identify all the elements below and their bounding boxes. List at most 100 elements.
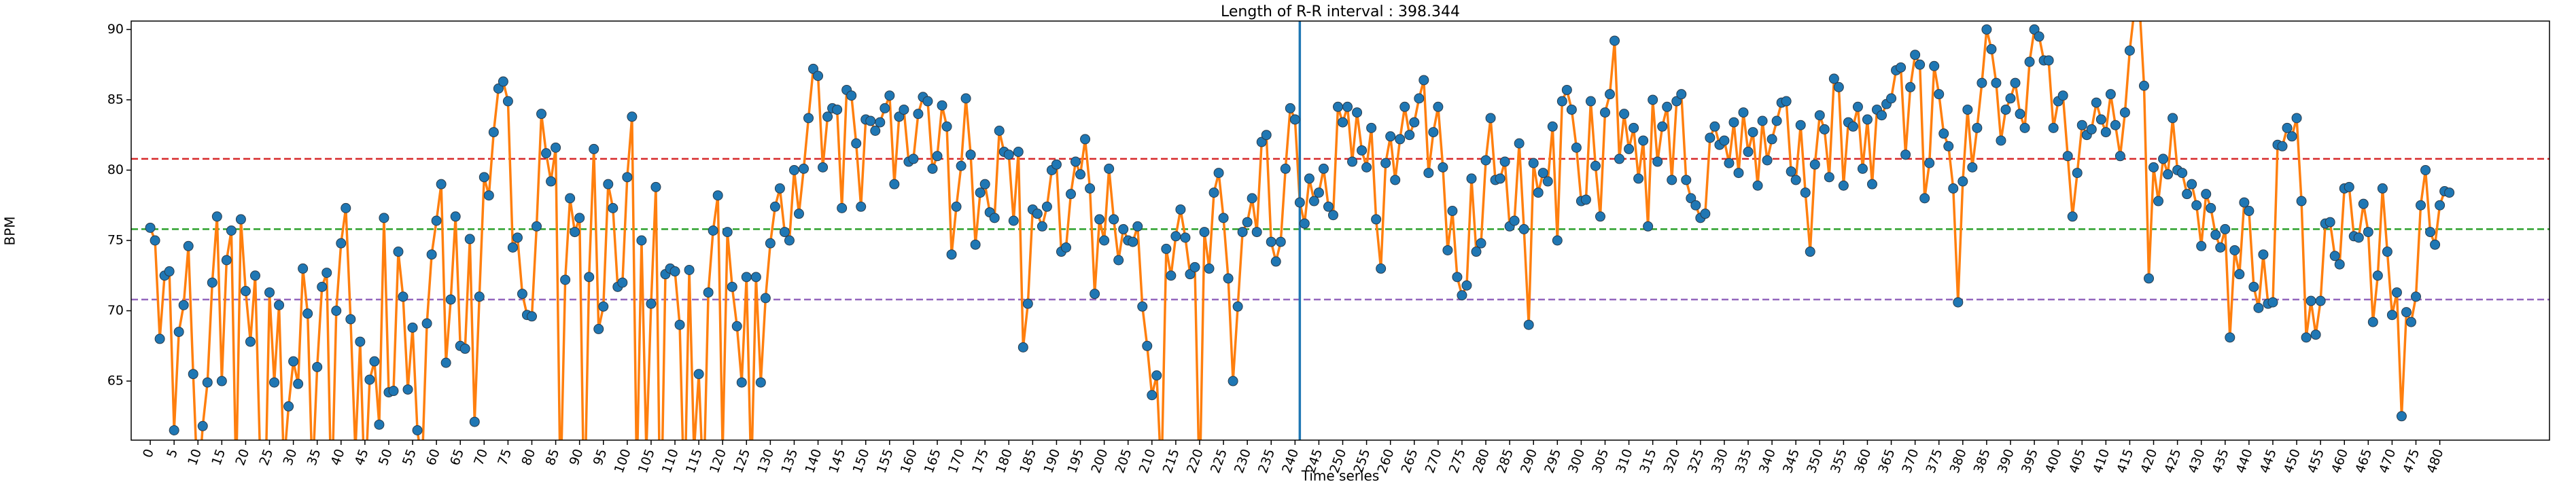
data-point	[2234, 269, 2245, 280]
x-tick-label: 355	[1828, 447, 1850, 475]
data-point	[207, 277, 217, 288]
data-point	[2358, 198, 2369, 209]
x-tick-label: 265	[1399, 447, 1421, 475]
data-point	[622, 172, 633, 183]
data-point	[1828, 73, 1839, 84]
data-point	[1338, 117, 1348, 128]
data-point	[970, 239, 981, 250]
data-point	[551, 142, 561, 153]
x-tick-label: 115	[683, 447, 706, 475]
data-point	[1819, 124, 1830, 134]
data-point	[1118, 223, 1129, 234]
x-axis-label: Time series	[1301, 468, 1380, 484]
data-point	[532, 221, 542, 232]
data-point	[1556, 96, 1567, 107]
data-point	[2177, 168, 2188, 179]
plot-area	[131, 21, 2549, 440]
data-point	[2000, 104, 2011, 115]
data-point	[1571, 142, 1582, 153]
data-point	[2405, 317, 2416, 327]
data-point	[1953, 297, 1964, 308]
x-tick-label: 0	[140, 447, 157, 460]
x-tick-label: 425	[2161, 447, 2184, 475]
data-point	[2114, 151, 2125, 162]
data-point	[1629, 122, 1639, 133]
y-axis-label: BPM	[2, 216, 18, 245]
x-tick-label: 380	[1947, 447, 1970, 475]
data-point	[493, 83, 504, 94]
x-tick-label: 190	[1041, 447, 1063, 475]
data-point	[2291, 113, 2302, 124]
data-point	[150, 235, 160, 246]
data-point	[2196, 240, 2207, 251]
x-tick-label: 480	[2424, 447, 2446, 475]
data-point	[779, 227, 790, 238]
x-tick-label: 390	[1995, 447, 2017, 475]
data-point	[2267, 297, 2278, 308]
y-tick-label: 70	[107, 303, 124, 318]
x-tick-label: 235	[1255, 447, 1278, 475]
data-point	[2034, 31, 2044, 42]
data-point	[1866, 179, 1877, 190]
data-point	[2296, 196, 2307, 206]
data-point	[536, 109, 547, 120]
data-point	[1094, 214, 1105, 225]
data-point	[1232, 301, 1243, 312]
data-point	[1104, 163, 1115, 174]
x-tick-label: 340	[1756, 447, 1779, 475]
data-point	[765, 238, 776, 249]
data-point	[922, 96, 933, 107]
data-point	[593, 323, 604, 334]
data-point	[1652, 156, 1663, 167]
data-point	[1480, 155, 1491, 166]
data-point	[1614, 154, 1625, 164]
data-point	[769, 201, 780, 212]
data-point	[1442, 245, 1453, 255]
data-point	[1242, 217, 1253, 228]
data-point	[1757, 115, 1768, 126]
data-point	[469, 416, 480, 427]
x-tick-label: 95	[591, 447, 610, 467]
x-tick-label: 270	[1423, 447, 1445, 475]
data-point	[1838, 180, 1849, 191]
x-tick-label: 335	[1733, 447, 1755, 475]
x-tick-label: 80	[519, 447, 538, 467]
data-point	[774, 183, 785, 194]
x-tick-label: 170	[945, 447, 968, 475]
data-point	[2229, 245, 2240, 255]
data-point	[846, 90, 857, 101]
data-point	[1781, 96, 1792, 107]
x-tick-label: 445	[2257, 447, 2280, 475]
data-point	[274, 300, 285, 310]
data-point	[2282, 122, 2293, 133]
x-tick-label: 435	[2210, 447, 2232, 475]
x-tick-label: 475	[2400, 447, 2422, 475]
data-point	[1032, 209, 1043, 219]
data-point	[1113, 255, 1124, 266]
data-point	[813, 71, 824, 82]
data-point	[1561, 84, 1572, 95]
data-point	[2416, 200, 2426, 211]
data-point	[1065, 189, 1076, 200]
data-point	[2286, 131, 2297, 142]
x-tick-label: 165	[922, 447, 944, 475]
data-point	[1657, 121, 1668, 132]
data-point	[975, 187, 986, 198]
data-point	[884, 90, 895, 101]
data-point	[245, 336, 256, 347]
data-point	[1313, 187, 1324, 198]
data-point	[1008, 215, 1019, 226]
chart-title: Length of R-R interval : 398.344	[1221, 3, 1460, 20]
data-point	[502, 96, 513, 107]
data-point	[1080, 134, 1091, 145]
data-point	[1619, 109, 1630, 120]
data-point	[1280, 163, 1291, 174]
data-point	[2425, 227, 2436, 238]
data-point	[1428, 127, 1439, 138]
data-point	[1452, 272, 1463, 283]
data-point	[1790, 175, 1801, 185]
data-point	[1051, 159, 1062, 170]
data-point	[2435, 200, 2446, 211]
data-point	[2072, 168, 2083, 179]
data-point	[1352, 107, 1363, 118]
